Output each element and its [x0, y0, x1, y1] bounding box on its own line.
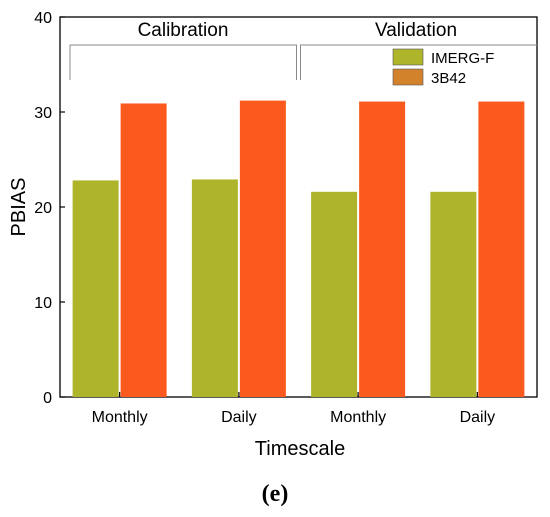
bar-imerg-f-1: [72, 180, 119, 397]
y-axis-title: PBIAS: [8, 178, 30, 237]
group-label-calibration: Calibration: [138, 20, 229, 41]
x-tick-label: Monthly: [330, 409, 386, 426]
y-tick-label: 10: [34, 295, 52, 312]
legend-label-3b42: 3B42: [431, 70, 466, 87]
y-tick-label: 20: [34, 200, 52, 217]
bar-imerg-f-2: [191, 179, 238, 397]
y-tick-label: 0: [43, 390, 52, 407]
x-tick-label: Daily: [221, 409, 257, 426]
x-tick-label: Monthly: [92, 409, 148, 426]
bar-3b42-2: [239, 100, 286, 397]
figure-caption: (e): [262, 481, 289, 507]
legend-swatch-3b42: [392, 68, 424, 86]
y-tick-label: 40: [34, 10, 52, 27]
group-bracket-validation: [300, 44, 537, 80]
bars-layer: [72, 100, 525, 398]
bar-imerg-f-4: [430, 191, 477, 397]
x-tick-label: Daily: [460, 409, 496, 426]
bar-3b42-3: [359, 101, 406, 398]
legend-swatch-imerg-f: [392, 48, 424, 66]
x-axis: Monthly Daily Monthly Daily: [92, 392, 496, 426]
group-bracket-calibration: [69, 44, 297, 80]
bar-3b42-1: [120, 103, 167, 397]
x-axis-title: Timescale: [255, 438, 345, 460]
legend: IMERG-F 3B42: [392, 48, 494, 87]
y-axis: 0 10 20 30 40: [34, 10, 65, 407]
group-brackets: [69, 44, 537, 80]
y-tick-label: 30: [34, 105, 52, 122]
legend-label-imerg-f: IMERG-F: [431, 50, 494, 67]
bar-imerg-f-3: [311, 191, 358, 397]
group-label-validation: Validation: [375, 20, 457, 41]
bar-3b42-4: [478, 101, 525, 398]
